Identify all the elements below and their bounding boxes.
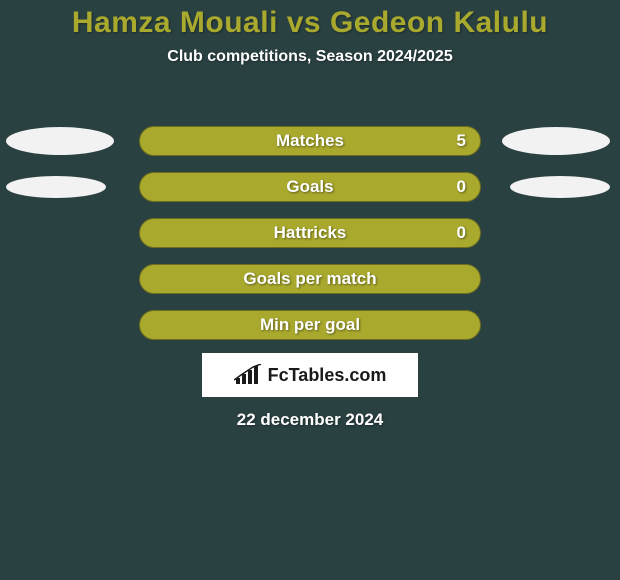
page-title: Hamza Mouali vs Gedeon Kalulu: [0, 0, 620, 40]
comparison-row: Matches5: [0, 118, 620, 164]
comparison-rows: Matches5Goals0Hattricks0Goals per matchM…: [0, 118, 620, 348]
comparison-row: Goals per match: [0, 256, 620, 302]
right-ellipse: [502, 127, 610, 155]
date-text: 22 december 2024: [0, 410, 620, 430]
stat-label: Goals: [140, 173, 480, 201]
stat-label: Min per goal: [140, 311, 480, 339]
left-ellipse: [6, 176, 106, 198]
stat-label: Goals per match: [140, 265, 480, 293]
stat-value: 0: [457, 219, 466, 247]
comparison-row: Goals0: [0, 164, 620, 210]
brand-icon: [234, 364, 262, 386]
brand-text: FcTables.com: [268, 365, 387, 386]
page-root: Hamza Mouali vs Gedeon Kalulu Club compe…: [0, 0, 620, 580]
comparison-row: Min per goal: [0, 302, 620, 348]
comparison-row: Hattricks0: [0, 210, 620, 256]
right-ellipse: [510, 176, 610, 198]
stat-bar: Min per goal: [139, 310, 481, 340]
stat-bar: Hattricks0: [139, 218, 481, 248]
stat-bar: Goals0: [139, 172, 481, 202]
page-subtitle: Club competitions, Season 2024/2025: [0, 48, 620, 66]
stat-bar: Matches5: [139, 126, 481, 156]
stat-value: 0: [457, 173, 466, 201]
stat-bar: Goals per match: [139, 264, 481, 294]
brand-badge: FcTables.com: [202, 353, 418, 397]
stat-label: Hattricks: [140, 219, 480, 247]
stat-label: Matches: [140, 127, 480, 155]
stat-value: 5: [457, 127, 466, 155]
left-ellipse: [6, 127, 114, 155]
